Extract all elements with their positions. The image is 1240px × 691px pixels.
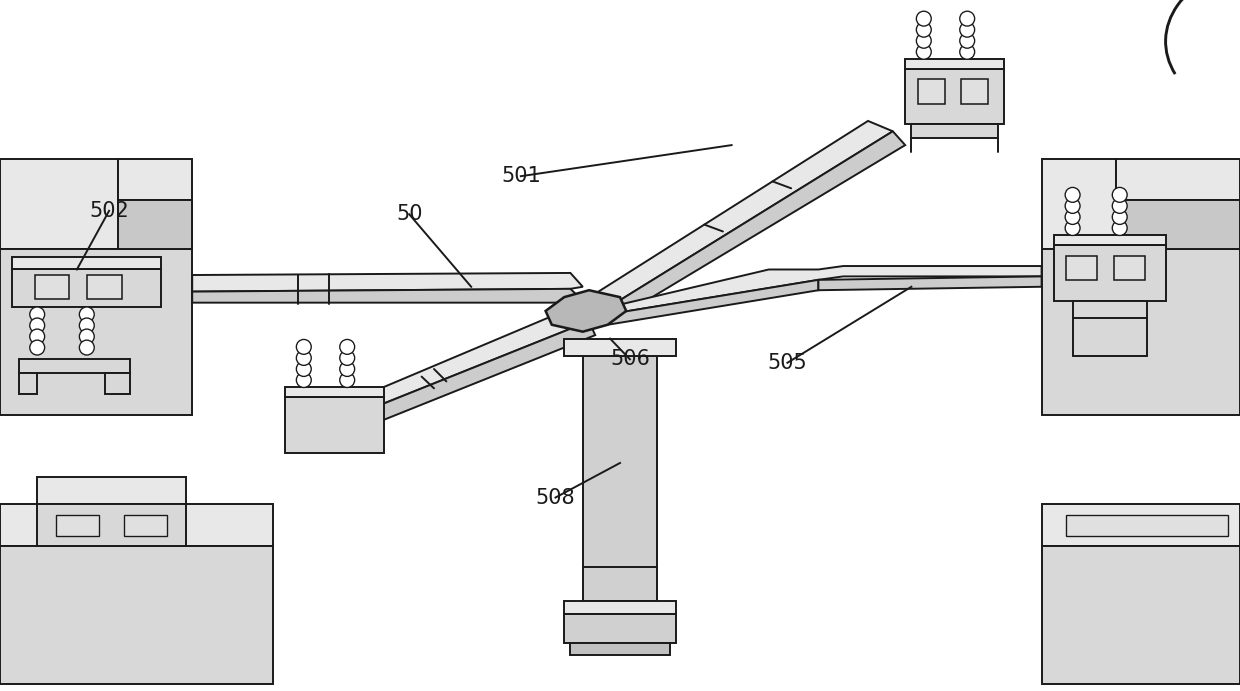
Polygon shape	[546, 290, 626, 332]
Polygon shape	[118, 200, 192, 249]
Polygon shape	[614, 131, 905, 316]
Text: 50: 50	[396, 205, 423, 224]
Polygon shape	[608, 266, 1042, 314]
Polygon shape	[35, 275, 69, 299]
Polygon shape	[564, 339, 676, 356]
Polygon shape	[12, 269, 161, 307]
Circle shape	[916, 22, 931, 37]
Polygon shape	[285, 387, 384, 397]
Polygon shape	[1066, 515, 1228, 536]
Text: 508: 508	[536, 488, 575, 507]
Polygon shape	[0, 504, 273, 546]
Circle shape	[1065, 209, 1080, 225]
Polygon shape	[285, 397, 384, 453]
Circle shape	[960, 44, 975, 59]
Circle shape	[916, 11, 931, 26]
Polygon shape	[1066, 256, 1097, 280]
Circle shape	[1065, 187, 1080, 202]
Circle shape	[960, 33, 975, 48]
Polygon shape	[1042, 546, 1240, 684]
Polygon shape	[905, 59, 1004, 69]
Circle shape	[30, 329, 45, 344]
Polygon shape	[1054, 235, 1166, 245]
Polygon shape	[56, 515, 99, 536]
Polygon shape	[360, 321, 595, 427]
Polygon shape	[37, 477, 186, 504]
Polygon shape	[1054, 245, 1166, 301]
Circle shape	[1112, 209, 1127, 225]
Polygon shape	[0, 159, 192, 249]
Circle shape	[1112, 220, 1127, 236]
Polygon shape	[118, 159, 192, 200]
Circle shape	[1065, 220, 1080, 236]
Circle shape	[30, 318, 45, 333]
Polygon shape	[0, 249, 192, 415]
Polygon shape	[1073, 301, 1147, 318]
Circle shape	[916, 44, 931, 59]
Polygon shape	[608, 280, 818, 325]
Polygon shape	[1116, 200, 1240, 249]
Circle shape	[296, 339, 311, 354]
Circle shape	[340, 350, 355, 366]
Polygon shape	[1114, 256, 1145, 280]
Circle shape	[30, 340, 45, 355]
Circle shape	[340, 372, 355, 388]
Circle shape	[79, 329, 94, 344]
Polygon shape	[1042, 159, 1240, 249]
Circle shape	[79, 318, 94, 333]
Polygon shape	[37, 504, 186, 546]
Circle shape	[960, 22, 975, 37]
Circle shape	[296, 361, 311, 377]
Text: 506: 506	[610, 350, 650, 369]
Circle shape	[340, 361, 355, 377]
Polygon shape	[87, 275, 122, 299]
Circle shape	[296, 350, 311, 366]
Circle shape	[79, 307, 94, 322]
Polygon shape	[0, 546, 273, 684]
Polygon shape	[124, 515, 167, 536]
Text: 502: 502	[89, 201, 129, 220]
Circle shape	[79, 340, 94, 355]
Polygon shape	[905, 69, 1004, 124]
Polygon shape	[105, 373, 130, 394]
Polygon shape	[19, 373, 37, 394]
Circle shape	[340, 339, 355, 354]
Circle shape	[1112, 198, 1127, 214]
Polygon shape	[595, 121, 893, 304]
Polygon shape	[335, 311, 589, 413]
Polygon shape	[583, 356, 657, 601]
Text: 501: 501	[501, 167, 541, 186]
Polygon shape	[911, 124, 998, 138]
Text: 505: 505	[768, 353, 807, 372]
Circle shape	[296, 372, 311, 388]
Polygon shape	[961, 79, 988, 104]
Polygon shape	[1042, 504, 1240, 546]
Polygon shape	[918, 79, 945, 104]
Polygon shape	[192, 273, 583, 292]
Circle shape	[1112, 187, 1127, 202]
Circle shape	[916, 33, 931, 48]
Polygon shape	[818, 276, 1042, 290]
Circle shape	[30, 307, 45, 322]
Polygon shape	[1042, 249, 1240, 415]
Polygon shape	[12, 257, 161, 269]
Polygon shape	[564, 601, 676, 614]
Polygon shape	[564, 614, 676, 643]
Polygon shape	[1116, 159, 1240, 200]
Polygon shape	[192, 289, 583, 303]
Polygon shape	[570, 643, 670, 655]
Polygon shape	[19, 359, 130, 373]
Circle shape	[1065, 198, 1080, 214]
Circle shape	[960, 11, 975, 26]
